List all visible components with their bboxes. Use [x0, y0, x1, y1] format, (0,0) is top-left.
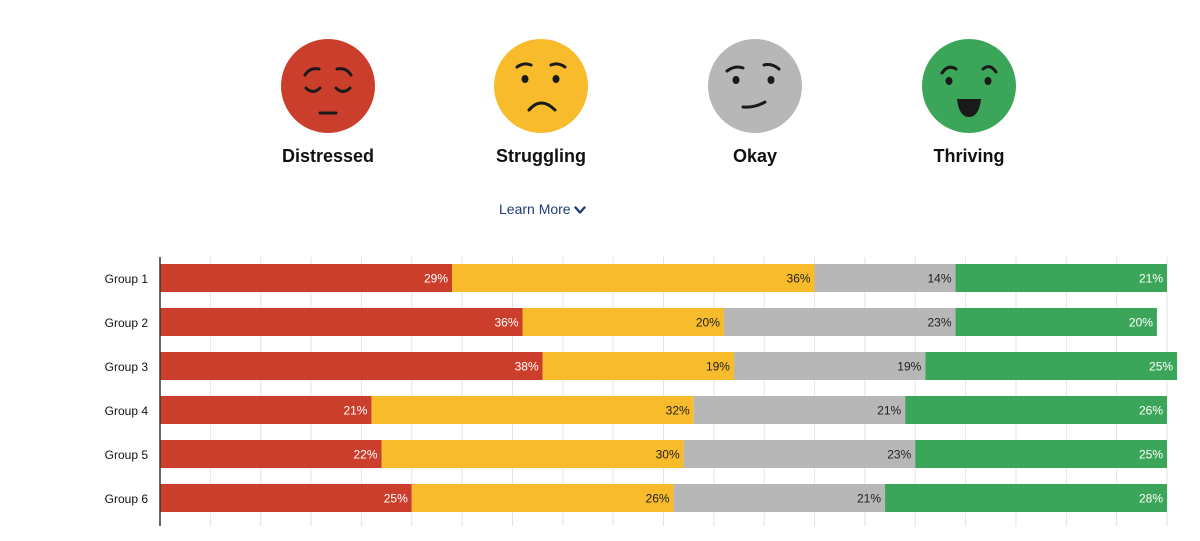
- legend-label: Okay: [732, 146, 778, 166]
- bar-segment: [915, 440, 1167, 468]
- category-label: Group 1: [105, 272, 149, 286]
- bar-segment: [683, 440, 916, 468]
- data-label: 21%: [877, 404, 901, 418]
- category-label: Group 5: [105, 448, 149, 462]
- bar-segment: [160, 440, 382, 468]
- bar-segment: [160, 352, 543, 380]
- legend-item-thriving: Thriving: [869, 38, 1069, 167]
- data-label: 25%: [1139, 448, 1163, 462]
- legend-item-okay: Okay: [655, 38, 855, 167]
- data-label: 19%: [897, 360, 921, 374]
- bar-segment: [723, 308, 956, 336]
- bar-segment: [693, 396, 906, 424]
- legend-label: Struggling: [496, 146, 586, 166]
- data-label: 26%: [646, 492, 670, 506]
- data-label: 22%: [354, 448, 378, 462]
- bar-segment: [160, 484, 412, 512]
- data-label: 21%: [857, 492, 881, 506]
- thriving-face-icon: [922, 39, 1016, 133]
- struggling-face-icon: [494, 39, 588, 133]
- bar-segment: [160, 264, 453, 292]
- data-label: 14%: [927, 272, 951, 286]
- bar-segment: [160, 308, 523, 336]
- legend-label: Distressed: [281, 146, 375, 166]
- data-label: 21%: [1139, 272, 1163, 286]
- bar-segment: [905, 396, 1167, 424]
- bar-segment: [522, 308, 724, 336]
- bar-segment: [955, 264, 1167, 292]
- okay-face-icon: [708, 39, 802, 133]
- bar-segment: [371, 396, 694, 424]
- data-label: 36%: [787, 272, 811, 286]
- data-label: 26%: [1139, 404, 1163, 418]
- data-label: 23%: [927, 316, 951, 330]
- data-label: 28%: [1139, 492, 1163, 506]
- data-label: 23%: [887, 448, 911, 462]
- data-label: 32%: [666, 404, 690, 418]
- bar-segment: [381, 440, 684, 468]
- bar-segment: [925, 352, 1178, 380]
- learn-more-link[interactable]: Learn More: [499, 201, 586, 217]
- bar-segment: [411, 484, 674, 512]
- bar-segment: [814, 264, 956, 292]
- data-label: 19%: [706, 360, 730, 374]
- bar-segment: [885, 484, 1167, 512]
- category-label: Group 4: [105, 404, 149, 418]
- bar-segment: [452, 264, 815, 292]
- legend: Distressed Struggling Okay: [0, 0, 1200, 190]
- legend-label: Thriving: [933, 146, 1005, 166]
- bar-segment: [542, 352, 734, 380]
- category-label: Group 2: [105, 316, 149, 330]
- chevron-down-icon: [573, 206, 586, 214]
- bar-segment: [955, 308, 1157, 336]
- legend-item-distressed: Distressed: [228, 38, 428, 167]
- category-label: Group 6: [105, 492, 149, 506]
- learn-more-label: Learn More: [499, 201, 571, 217]
- bar-segment: [673, 484, 886, 512]
- legend-item-struggling: Struggling: [441, 38, 641, 167]
- data-label: 38%: [515, 360, 539, 374]
- stacked-bar-chart: Group 1 29% 36% 14% 21% Group 2 36% 20% 23% 20% Gr…: [105, 257, 1178, 526]
- bar-segment: [160, 396, 372, 424]
- data-label: 36%: [494, 316, 518, 330]
- data-label: 25%: [1149, 360, 1173, 374]
- data-label: 30%: [656, 448, 680, 462]
- data-label: 20%: [696, 316, 720, 330]
- data-label: 21%: [343, 404, 367, 418]
- data-label: 20%: [1129, 316, 1153, 330]
- data-label: 25%: [384, 492, 408, 506]
- data-label: 29%: [424, 272, 448, 286]
- category-label: Group 3: [105, 360, 149, 374]
- distressed-face-icon: [281, 39, 375, 133]
- bar-segment: [733, 352, 926, 380]
